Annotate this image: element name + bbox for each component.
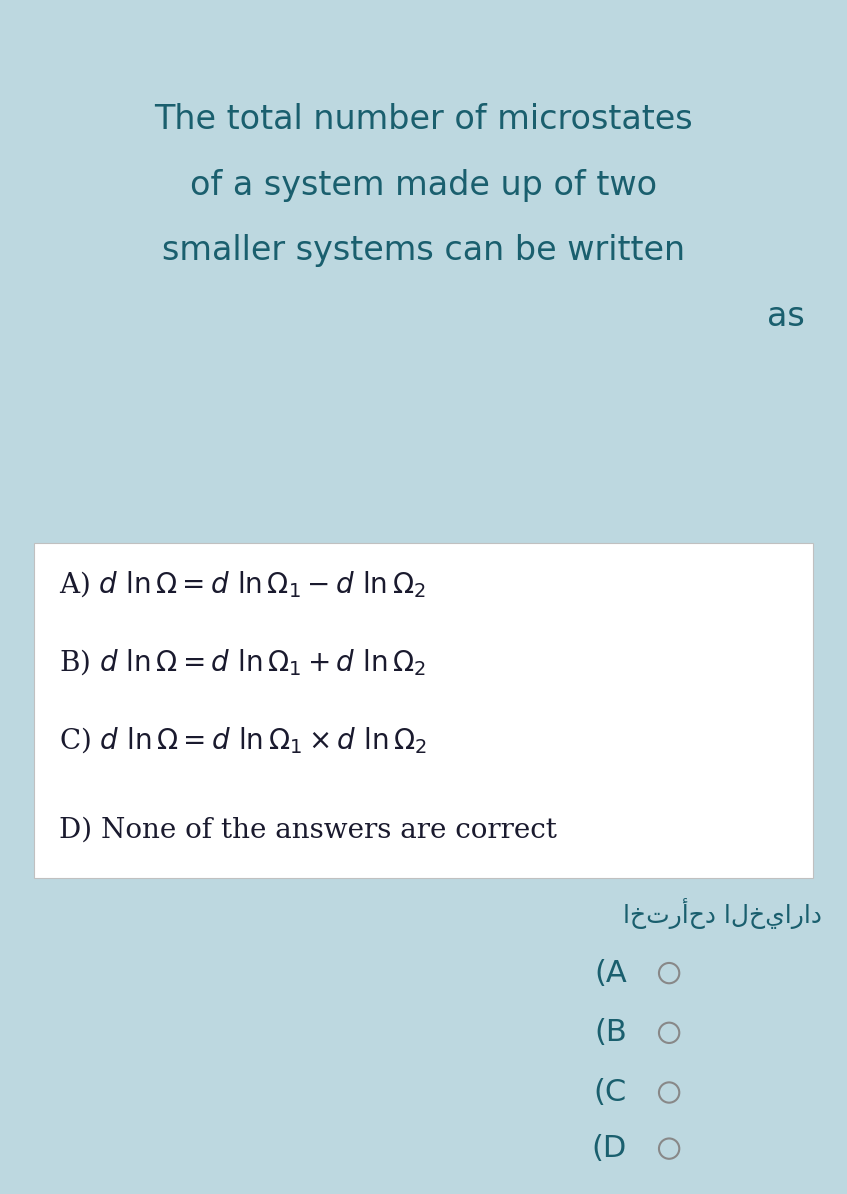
Text: اخترأحد الخياراد: اخترأحد الخياراد xyxy=(623,898,822,929)
Text: as: as xyxy=(767,300,805,333)
Text: A) $d\ \mathrm{ln}\,\Omega = d\ \mathrm{ln}\,\Omega_1 - d\ \mathrm{ln}\,\Omega_2: A) $d\ \mathrm{ln}\,\Omega = d\ \mathrm{… xyxy=(59,570,426,601)
Text: C) $d\ \mathrm{ln}\,\Omega = d\ \mathrm{ln}\,\Omega_1 \times d\ \mathrm{ln}\,\Om: C) $d\ \mathrm{ln}\,\Omega = d\ \mathrm{… xyxy=(59,725,427,756)
Text: D) None of the answers are correct: D) None of the answers are correct xyxy=(59,817,557,843)
Text: B) $d\ \mathrm{ln}\,\Omega = d\ \mathrm{ln}\,\Omega_1 + d\ \mathrm{ln}\,\Omega_2: B) $d\ \mathrm{ln}\,\Omega = d\ \mathrm{… xyxy=(59,647,426,678)
Text: The total number of microstates: The total number of microstates xyxy=(154,103,693,136)
Text: smaller systems can be written: smaller systems can be written xyxy=(162,234,685,267)
Text: (C: (C xyxy=(594,1078,627,1107)
Text: (D: (D xyxy=(591,1134,627,1163)
Text: of a system made up of two: of a system made up of two xyxy=(190,168,657,202)
FancyBboxPatch shape xyxy=(34,543,813,878)
Text: (A: (A xyxy=(594,959,627,987)
Text: (B: (B xyxy=(594,1018,627,1047)
